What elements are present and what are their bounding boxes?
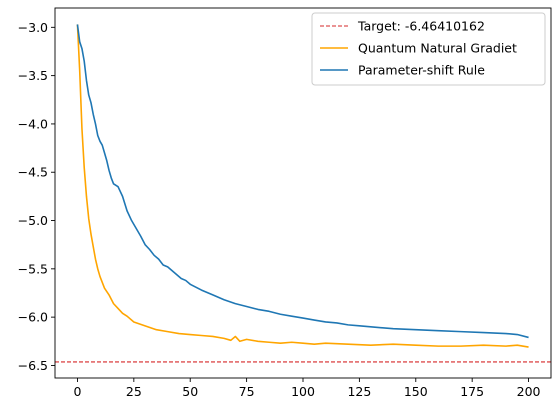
legend: Target: -6.46410162 Quantum Natural Gradi… — [311, 12, 546, 86]
x-tick-label: 50 — [182, 384, 198, 399]
y-tick-label: −4.0 — [18, 116, 48, 131]
legend-box — [311, 12, 546, 86]
x-tick-label: 75 — [239, 384, 255, 399]
series-line-1 — [76, 24, 529, 348]
y-tick-label: −5.5 — [18, 261, 48, 276]
x-tick-label: 100 — [291, 384, 315, 399]
legend-label: Target: -6.46410162 — [357, 19, 485, 34]
y-tick-label: −3.5 — [18, 68, 48, 83]
y-tick-label: −6.0 — [18, 310, 48, 325]
axes: 0 25 50 75 100 125 150 175 200 −3.0 −3.5 −4.0 −4.5 −5… — [18, 7, 552, 399]
x-tick-label: 25 — [126, 384, 142, 399]
x-tick-label: 200 — [517, 384, 541, 399]
x-tick-label: 150 — [404, 384, 428, 399]
y-tick-label: −5.0 — [18, 213, 48, 228]
x-tick-label: 175 — [460, 384, 484, 399]
x-tick-label: 0 — [73, 384, 81, 399]
y-tick-label: −4.5 — [18, 165, 48, 180]
y-tick-label: −3.0 — [18, 20, 48, 35]
series-line-2 — [76, 24, 529, 339]
legend-label: Quantum Natural Gradiet — [358, 41, 517, 56]
x-tick-label: 125 — [347, 384, 371, 399]
plot-area — [55, 24, 551, 363]
legend-label: Parameter-shift Rule — [358, 63, 485, 78]
y-tick-label: −6.5 — [18, 358, 48, 373]
